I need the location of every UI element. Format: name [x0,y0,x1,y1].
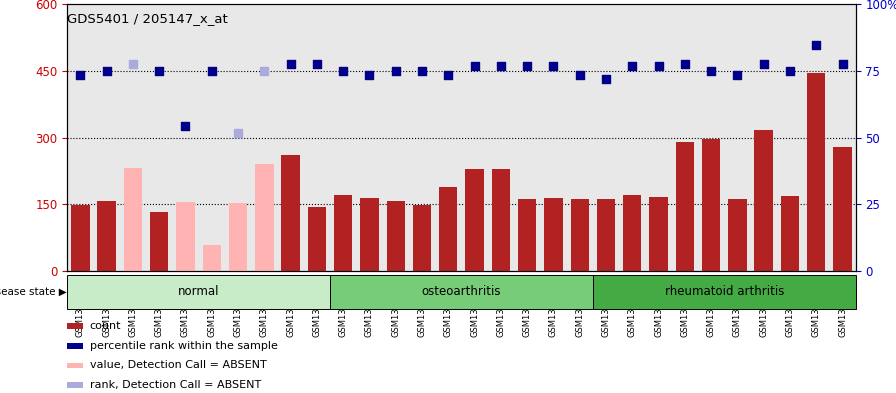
Text: percentile rank within the sample: percentile rank within the sample [90,341,278,351]
Point [809,42,823,48]
Bar [307,207,326,271]
Point [125,61,140,67]
Point [520,63,534,70]
Bar [593,275,856,309]
Bar [202,245,221,271]
Bar [281,155,300,271]
Text: osteoarthritis: osteoarthritis [422,285,501,298]
Text: rank, Detection Call = ABSENT: rank, Detection Call = ABSENT [90,380,261,390]
Bar [833,147,852,271]
Bar [650,197,668,271]
Bar [228,204,247,271]
Point [178,122,193,129]
Point [494,63,508,70]
Bar [67,323,82,329]
Point [730,72,745,78]
Point [835,61,849,67]
Bar [676,142,694,271]
Point [651,63,666,70]
Text: GDS5401 / 205147_x_at: GDS5401 / 205147_x_at [67,12,228,25]
Point [625,63,640,70]
Bar [807,73,825,271]
Point [468,63,482,70]
Bar [492,169,510,271]
Bar [465,169,484,271]
Point [73,72,88,78]
Bar [71,205,90,271]
Bar [150,212,168,271]
Bar [98,201,116,271]
Point [310,61,324,67]
Bar [255,164,273,271]
Point [362,72,376,78]
Bar [518,199,537,271]
Point [389,68,403,74]
Bar [386,201,405,271]
Bar [413,205,431,271]
Bar [177,202,194,271]
Text: count: count [90,321,121,331]
Bar [544,198,563,271]
Point [783,68,797,74]
Bar [67,363,82,368]
Bar [623,195,642,271]
Point [257,68,271,74]
Text: value, Detection Call = ABSENT: value, Detection Call = ABSENT [90,360,266,371]
Point [336,68,350,74]
Point [283,61,297,67]
Point [704,68,719,74]
Bar [571,199,589,271]
Point [204,68,219,74]
Point [677,61,692,67]
Bar [124,168,142,271]
Bar [439,187,458,271]
Bar [780,196,799,271]
Point [152,68,167,74]
Text: disease state ▶: disease state ▶ [0,287,67,297]
Point [415,68,429,74]
Bar [702,139,720,271]
Point [547,63,561,70]
Point [441,72,455,78]
Bar [67,343,82,349]
Bar [334,195,352,271]
Point [99,68,114,74]
Bar [67,275,330,309]
Bar [360,198,379,271]
Point [231,130,246,136]
Bar [330,275,593,309]
Bar [728,200,746,271]
Point [573,72,587,78]
Bar [597,198,616,271]
Bar [754,130,773,271]
Text: normal: normal [178,285,220,298]
Point [599,75,613,82]
Point [756,61,771,67]
Text: rheumatoid arthritis: rheumatoid arthritis [665,285,784,298]
Bar [67,382,82,388]
